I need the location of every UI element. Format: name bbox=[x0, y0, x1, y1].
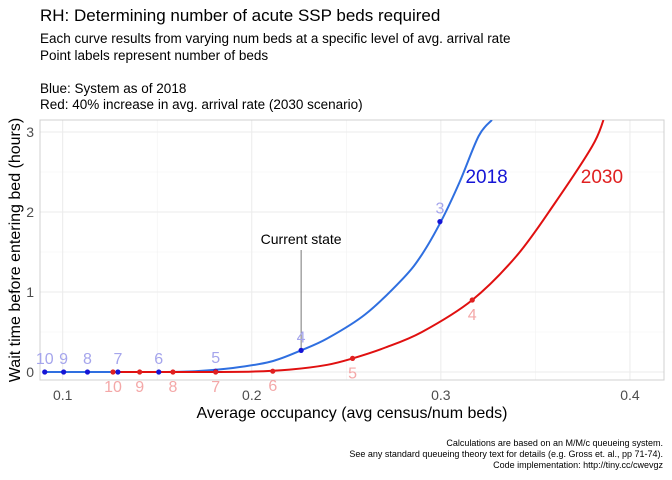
point-label-2018-beds-5: 5 bbox=[211, 350, 220, 367]
point-2018-beds-10 bbox=[42, 369, 48, 375]
point-label-2018-beds-8: 8 bbox=[83, 351, 92, 368]
point-label-2030-beds-4: 4 bbox=[468, 307, 477, 324]
series-label-2030: 2030 bbox=[581, 167, 623, 188]
point-label-2030-beds-9: 9 bbox=[135, 379, 144, 396]
y-tick-label: 1 bbox=[26, 284, 34, 300]
y-tick-label: 0 bbox=[26, 364, 34, 380]
point-2018-beds-9 bbox=[61, 369, 67, 375]
point-2018-beds-8 bbox=[84, 369, 91, 375]
point-2018-beds-7 bbox=[115, 369, 121, 375]
point-label-2018-beds-10: 10 bbox=[36, 351, 54, 368]
point-2018-beds-3 bbox=[437, 219, 443, 225]
point-2030-beds-5 bbox=[349, 355, 356, 361]
point-label-2030-beds-7: 7 bbox=[211, 379, 220, 396]
y-axis-title: Wait time before entering bed (hours) bbox=[7, 118, 24, 382]
point-label-2018-beds-7: 7 bbox=[113, 351, 122, 368]
point-label-2018-beds-9: 9 bbox=[59, 351, 68, 368]
point-label-2018-beds-6: 6 bbox=[154, 351, 163, 368]
chart-subtitle: Each curve results from varying num beds… bbox=[40, 31, 511, 112]
x-tick-label: 0.4 bbox=[620, 387, 640, 403]
point-label-2030-beds-5: 5 bbox=[348, 365, 357, 382]
annotation-label: Current state bbox=[261, 231, 342, 247]
point-2030-beds-10 bbox=[110, 369, 116, 375]
point-2018-beds-4 bbox=[298, 347, 304, 353]
series-line-2030 bbox=[112, 120, 605, 374]
point-2030-beds-8 bbox=[170, 369, 176, 375]
grid bbox=[40, 120, 664, 380]
curves bbox=[44, 120, 605, 374]
point-label-2018-beds-3: 3 bbox=[435, 201, 444, 218]
point-label-2018-beds-4: 4 bbox=[297, 329, 306, 346]
point-2018-beds-6 bbox=[156, 369, 162, 375]
point-label-2030-beds-8: 8 bbox=[168, 379, 177, 396]
y-tick-label: 2 bbox=[26, 204, 34, 220]
chart-title: RH: Determining number of acute SSP beds… bbox=[40, 6, 441, 25]
annotation: Current state bbox=[261, 231, 342, 351]
point-2030-beds-7 bbox=[213, 369, 219, 375]
x-axis-title: Average occupancy (avg census/num beds) bbox=[197, 405, 508, 422]
y-tick-label: 3 bbox=[26, 124, 34, 140]
point-2030-beds-9 bbox=[137, 369, 143, 375]
point-label-2030-beds-10: 10 bbox=[104, 379, 122, 396]
point-2030-beds-4 bbox=[469, 297, 475, 303]
plot-panel bbox=[39, 119, 665, 381]
x-tick-label: 0.3 bbox=[431, 387, 451, 403]
x-tick-label: 0.1 bbox=[53, 387, 73, 403]
series-label-2018: 2018 bbox=[465, 167, 507, 188]
ticks: 0.1 0.2 0.3 0.4 0 1 2 3 bbox=[26, 124, 640, 403]
point-label-2030-beds-6: 6 bbox=[268, 378, 277, 395]
x-tick-label: 0.2 bbox=[242, 387, 262, 403]
caption: Calculations are based on an M/M/c queue… bbox=[349, 438, 663, 470]
point-2030-beds-6 bbox=[270, 368, 276, 374]
